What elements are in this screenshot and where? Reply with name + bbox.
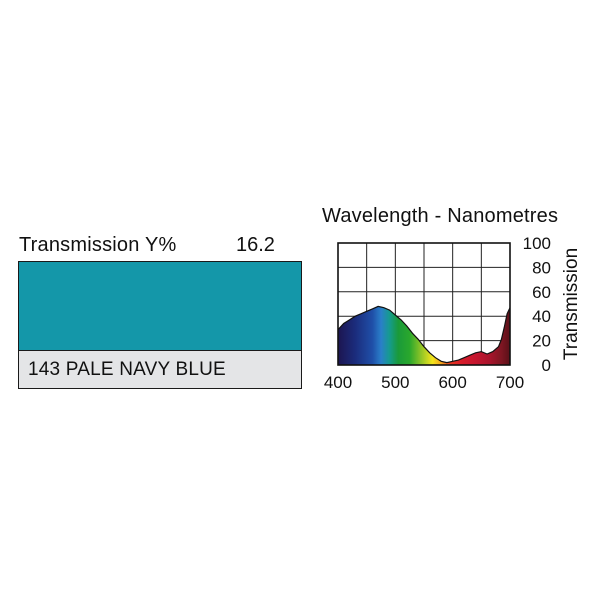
transmission-value: 16.2 <box>236 234 275 256</box>
transmission-line <box>337 305 511 364</box>
y-tick-label: 0 <box>542 356 551 375</box>
color-swatch <box>18 261 302 351</box>
transmission-label: Transmission Y% <box>19 234 177 256</box>
y-axis-label: Transmission <box>561 248 582 360</box>
transmission-chart: 400 500 600 700 0 20 40 60 80 100 Transmission <box>324 234 582 392</box>
filter-name: 143 PALE NAVY BLUE <box>18 350 302 389</box>
x-tick-label: 500 <box>381 373 409 392</box>
y-tick-label: 100 <box>523 234 551 253</box>
y-tick-label: 80 <box>532 258 551 277</box>
x-tick-label: 700 <box>496 373 524 392</box>
y-tick-label: 20 <box>532 332 551 351</box>
plot-frame <box>337 242 511 366</box>
y-tick-label: 40 <box>532 307 551 326</box>
x-tick-label: 400 <box>324 373 352 392</box>
x-tick-label: 600 <box>438 373 466 392</box>
transmission-area <box>338 306 510 365</box>
y-tick-label: 60 <box>532 283 551 302</box>
chart-title: Wavelength - Nanometres <box>322 205 559 227</box>
